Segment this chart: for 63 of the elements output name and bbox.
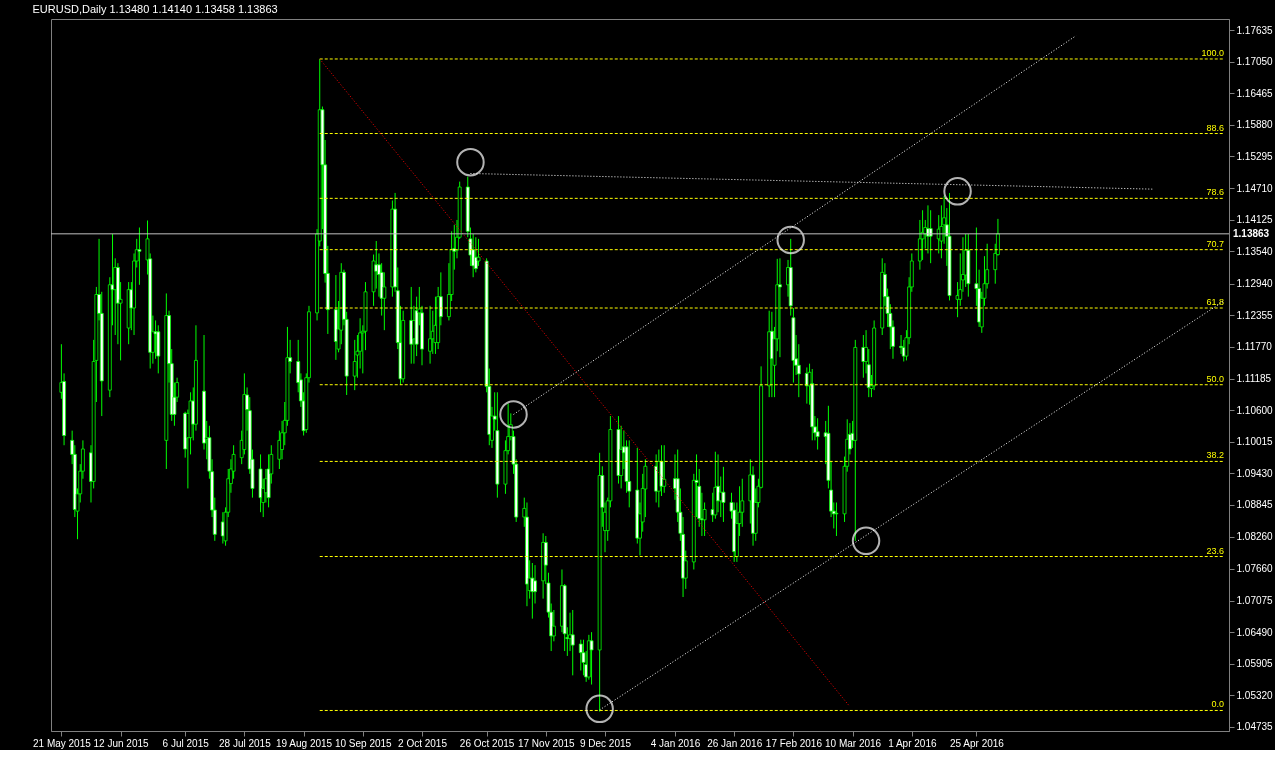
y-tick-label: 1.15295 — [1236, 150, 1274, 162]
y-tick-label: 1.11185 — [1236, 373, 1272, 385]
candlestick — [382, 271, 387, 331]
series-label: 0.0 — [1211, 699, 1224, 710]
y-tick-label: 1.12355 — [1236, 309, 1274, 321]
x-tick-label: 2 Oct 2015 — [398, 737, 448, 749]
y-tick-label: 1.05905 — [1236, 658, 1274, 670]
candlestick — [476, 238, 481, 267]
candlestick — [578, 639, 583, 671]
ref-line-label: 1.13863 — [1233, 227, 1270, 239]
y-tick-label: 1.11770 — [1236, 341, 1273, 353]
x-tick-label: 26 Jan 2016 — [707, 737, 763, 749]
x-tick-label: 21 May 2015 — [32, 737, 92, 749]
y-tick-label: 1.07075 — [1236, 595, 1274, 607]
y-tick-label: 1.14125 — [1236, 214, 1274, 226]
y-tick-label: 1.10015 — [1236, 436, 1274, 448]
x-tick-label: 28 Jul 2015 — [219, 737, 272, 749]
point — [851, 526, 881, 556]
x-tick-label: 26 Oct 2015 — [459, 737, 515, 749]
y-tick-label: 1.07660 — [1236, 563, 1274, 575]
candlestick — [662, 444, 667, 494]
y-tick-label: 1.09430 — [1236, 467, 1274, 479]
x-tick-label: 25 Apr 2016 — [949, 737, 1005, 749]
y-tick-label: 1.12940 — [1236, 278, 1274, 290]
y-tick-label: 1.14710 — [1236, 182, 1274, 194]
x-tick-label: 4 Jan 2016 — [650, 737, 701, 749]
x-tick-label: 12 Jun 2015 — [93, 737, 150, 749]
x-tick-label: 19 Aug 2015 — [276, 737, 333, 749]
point — [943, 177, 972, 206]
y-tick-label: 1.08845 — [1236, 499, 1274, 511]
point — [499, 400, 528, 429]
y-tick-label: 1.13540 — [1236, 245, 1274, 257]
candlestick — [428, 305, 432, 365]
series-label: 78.6 — [1206, 187, 1224, 198]
candlestick — [530, 562, 535, 620]
series-label: 50.0 — [1206, 373, 1224, 384]
point — [585, 694, 614, 724]
x-tick-label: 17 Feb 2016 — [765, 737, 823, 749]
x-tick-label: 10 Mar 2016 — [825, 737, 882, 749]
y-tick-label: 1.16465 — [1236, 87, 1274, 99]
series-label: 38.2 — [1206, 450, 1224, 461]
series-label: 61.8 — [1206, 297, 1224, 308]
x-tick-label: 6 Jul 2015 — [162, 737, 210, 749]
point — [776, 225, 805, 255]
x-tick-label: 17 Nov 2015 — [517, 737, 576, 749]
y-tick-label: 1.05320 — [1236, 689, 1274, 701]
series-label: 88.6 — [1206, 122, 1224, 133]
series-label: 23.6 — [1206, 545, 1224, 556]
y-tick-label: 1.17050 — [1236, 56, 1274, 68]
y-tick-label: 1.04735 — [1236, 721, 1274, 733]
y-tick-label: 1.17635 — [1236, 24, 1274, 36]
x-tick-label: 10 Sep 2015 — [334, 737, 393, 749]
y-tick-label: 1.08260 — [1236, 531, 1274, 543]
x-tick-label: 1 Apr 2016 — [888, 737, 937, 749]
y-tick-label: 1.06490 — [1236, 626, 1274, 638]
y-tick-label: 1.15880 — [1236, 119, 1274, 131]
y-tick-label: 1.10600 — [1236, 404, 1274, 416]
candlestick — [352, 339, 357, 391]
chart-title: EURUSD,Daily 1.13480 1.14140 1.13458 1.13863 — [32, 3, 278, 15]
series-label: 70.7 — [1206, 238, 1224, 249]
x-tick-label: 9 Dec 2015 — [579, 737, 632, 749]
point — [456, 147, 485, 177]
series-label: 100.0 — [1201, 47, 1224, 58]
